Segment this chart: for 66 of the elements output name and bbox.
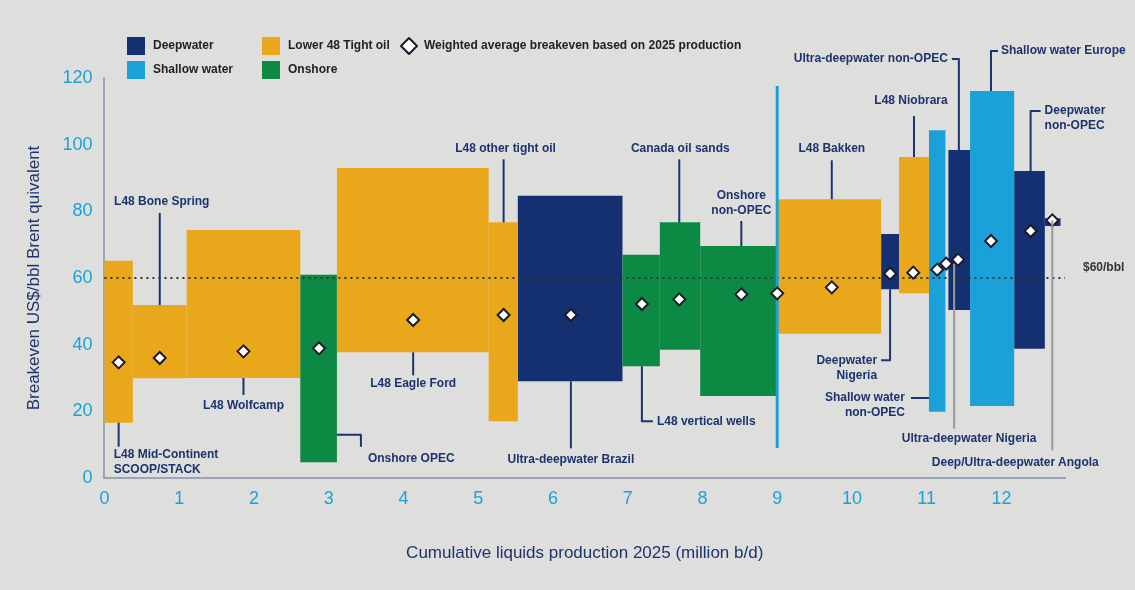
legend-label: Weighted average breakeven based on 2025 production: [424, 38, 742, 53]
annotation: L48 Bakken: [798, 140, 866, 155]
y-tick-label: 60: [72, 266, 93, 287]
x-tick-label: 9: [772, 487, 783, 508]
x-tick-label: 1: [174, 487, 185, 508]
y-tick-label: 40: [72, 333, 93, 354]
annotation: L48 Eagle Ford: [370, 375, 457, 390]
point: [906, 265, 921, 280]
annotation: L48 vertical wells: [656, 413, 756, 428]
x-axis-title: Cumulative liquids production 2025 (million b/d): [406, 543, 764, 563]
annotation: L48 Mid-Continent SCOOP/STACK: [113, 446, 219, 476]
x-tick-label: 2: [248, 487, 259, 508]
ref-line-label: $60/bbl: [1083, 260, 1125, 275]
annotation: Deepwater non-OPEC: [1044, 103, 1106, 133]
y-axis-title: Breakeven US$/bbl Brent quivalent: [23, 145, 43, 411]
point: [563, 308, 578, 322]
annotation: Ultra-deepwater Brazil: [507, 451, 635, 466]
annotation: L48 Niobrara: [874, 93, 949, 108]
point: [152, 351, 167, 365]
annotation: Onshore non-OPEC: [711, 188, 772, 218]
point: [111, 355, 126, 370]
x-tick-label: 11: [917, 487, 937, 508]
x-tick-label: 12: [991, 487, 1012, 508]
point: [984, 234, 998, 248]
point: [734, 287, 749, 302]
point: [672, 292, 687, 307]
x-tick-label: 6: [547, 487, 558, 508]
annotation: Shallow water Europe: [1001, 43, 1127, 58]
point: [634, 297, 649, 311]
x-tick-label: 8: [697, 487, 708, 508]
y-tick-label: 120: [62, 66, 93, 87]
annotation: L48 Wolfcamp: [202, 398, 285, 413]
legend-label: Deepwater: [153, 38, 215, 53]
point: [824, 280, 839, 295]
annotation: L48 Bone Spring: [114, 194, 210, 209]
legend-label: Lower 48 Tight oil: [288, 38, 390, 53]
point: [883, 266, 898, 281]
annotation: Ultra-deepwater Nigeria: [901, 430, 1037, 445]
y-tick-label: 20: [72, 400, 93, 421]
x-tick-label: 5: [473, 487, 484, 508]
x-tick-label: 10: [841, 487, 862, 508]
point: [236, 344, 251, 359]
point: [770, 286, 785, 301]
x-tick-label: 4: [398, 487, 409, 508]
x-tick-label: 7: [622, 487, 633, 508]
point: [930, 262, 945, 277]
point: [939, 256, 954, 271]
y-tick-label: 80: [72, 200, 93, 221]
annotation: L48 other tight oil: [455, 140, 556, 155]
annotation: Ultra-deepwater non-OPEC: [793, 51, 949, 66]
point: [951, 252, 966, 267]
legend-label: Onshore: [288, 62, 338, 77]
annotation: Shallow water non-OPEC: [824, 390, 906, 420]
y-tick-label: 100: [62, 133, 93, 154]
annotation: Canada oil sands: [630, 140, 730, 155]
legend-label: Shallow water: [153, 62, 234, 77]
point: [311, 341, 326, 356]
point: [406, 313, 421, 327]
point: [496, 308, 511, 322]
point: [1023, 224, 1038, 238]
y-tick-label: 0: [82, 466, 93, 487]
annotation: Deep/Ultra-deepwater Angola: [931, 454, 1100, 469]
annotation: Onshore OPEC: [367, 450, 455, 465]
x-tick-label: 0: [99, 487, 110, 508]
x-tick-label: 3: [323, 487, 334, 508]
annotation: Deepwater Nigeria: [816, 352, 878, 382]
